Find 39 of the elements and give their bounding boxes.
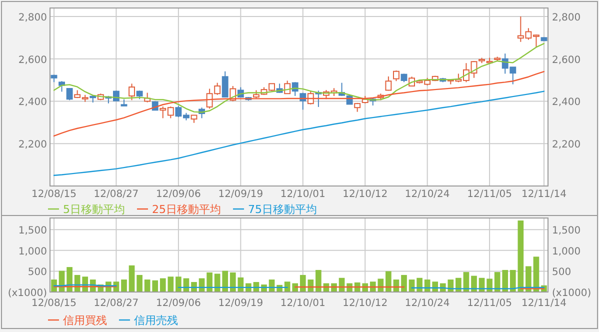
x-tick-label: 12/08/27 — [94, 298, 139, 309]
y-tick-label: 1,500 — [18, 226, 47, 237]
legend-label: 5日移動平均 — [63, 203, 125, 216]
x-tick-label: 12/10/24 — [404, 298, 450, 309]
x-tick-label: 12/10/01 — [280, 189, 326, 200]
y-tick-label: 2,400 — [18, 97, 47, 108]
legend-label: 信用売残 — [134, 314, 178, 327]
y-tick-label: 1,000 — [18, 246, 47, 258]
y-tick-label: 2,200 — [18, 140, 47, 151]
legend-label: 75日移動平均 — [248, 203, 317, 216]
x-tick-label: 12/09/06 — [156, 189, 201, 200]
x-tick-label: 12/08/15 — [32, 298, 76, 309]
y-tick-label: 2,600 — [18, 54, 47, 66]
y2-tick-label: 2,600 — [552, 54, 581, 66]
y2-tick-label: 2,200 — [552, 140, 581, 151]
y-tick-label: (x1000) — [8, 288, 48, 299]
x-tick-label: 12/09/06 — [156, 298, 201, 309]
y2-tick-label: (x1000) — [552, 288, 592, 299]
x-tick-label: 12/11/14 — [522, 189, 566, 200]
legend-label: 25日移動平均 — [152, 203, 221, 216]
x-tick-label: 12/08/27 — [94, 189, 139, 200]
x-tick-label: 12/10/12 — [342, 298, 388, 309]
x-tick-label: 12/10/24 — [404, 189, 450, 200]
y2-tick-label: 1,000 — [552, 246, 581, 258]
x-tick-label: 12/11/14 — [522, 298, 566, 309]
x-tick-label: 12/09/19 — [218, 298, 264, 309]
y-tick-label: 500 — [28, 267, 47, 278]
y2-tick-label: 500 — [552, 267, 572, 278]
y2-tick-label: 2,800 — [552, 12, 581, 24]
x-tick-label: 12/10/12 — [342, 189, 388, 200]
legend-label: 信用買残 — [63, 314, 107, 327]
x-tick-label: 12/08/15 — [32, 189, 76, 200]
x-tick-label: 12/11/05 — [467, 189, 512, 200]
y-tick-label: 2,800 — [18, 12, 47, 24]
x-tick-label: 12/11/05 — [467, 298, 512, 309]
y2-tick-label: 2,400 — [552, 97, 581, 108]
x-tick-label: 12/10/01 — [280, 298, 326, 309]
x-tick-label: 12/09/19 — [218, 189, 264, 200]
y2-tick-label: 1,500 — [552, 226, 581, 237]
